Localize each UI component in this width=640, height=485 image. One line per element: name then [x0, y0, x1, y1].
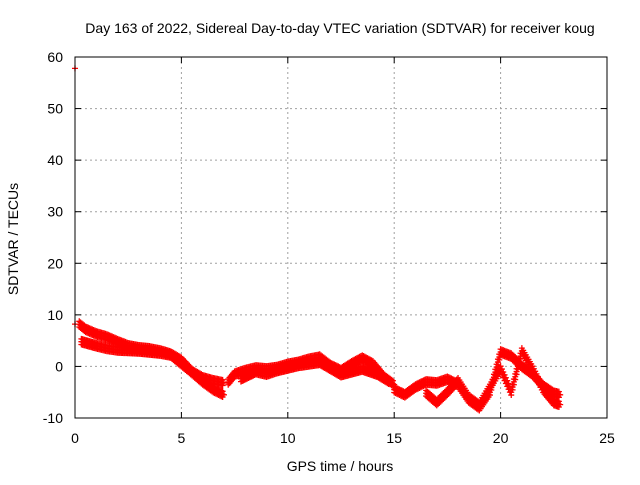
y-tick-label: 30: [47, 204, 63, 220]
data-point: [514, 366, 521, 373]
data-point: [516, 361, 523, 368]
y-tick-label: -10: [43, 410, 63, 426]
data-point: [219, 388, 226, 395]
x-tick-label: 0: [71, 430, 79, 446]
y-tick-label: 20: [47, 255, 63, 271]
data-point: [504, 377, 511, 384]
data-point: [513, 371, 520, 378]
data-point: [497, 363, 504, 370]
y-tick-label: 10: [47, 307, 63, 323]
plot-frame: [74, 56, 608, 419]
data-point: [509, 386, 516, 393]
data-point: [555, 388, 562, 395]
y-tick-label: 0: [55, 358, 63, 374]
data-point: [555, 398, 562, 405]
data-point: [494, 361, 501, 368]
x-tick-label: 15: [386, 430, 402, 446]
data-point: [508, 392, 515, 399]
data-point: [557, 391, 564, 398]
x-axis-label: GPS time / hours: [287, 458, 394, 474]
data-point: [512, 376, 519, 383]
data-point: [220, 391, 227, 398]
y-tick-label: 60: [47, 49, 63, 65]
data-point: [500, 368, 507, 375]
data-point: [502, 374, 509, 381]
y-tick-label: 40: [47, 152, 63, 168]
data-point: [443, 393, 450, 400]
data-point: [557, 401, 564, 408]
data-point: [498, 366, 505, 373]
axis-ticks: 0 5 10 15 20 25 -10 0 10 20 30 40 50 60: [43, 49, 615, 446]
y-tick-label: 50: [47, 101, 63, 117]
data-point: [510, 381, 517, 388]
x-tick-label: 5: [178, 430, 186, 446]
data-point: [220, 379, 227, 386]
data-point: [385, 375, 392, 382]
x-tick-label: 10: [280, 430, 296, 446]
data-point: [384, 374, 391, 381]
data-point: [501, 371, 508, 378]
x-tick-label: 25: [599, 430, 615, 446]
data-point: [496, 356, 503, 363]
data-points: [72, 65, 564, 414]
x-tick-label: 20: [493, 430, 509, 446]
chart-title: Day 163 of 2022, Sidereal Day-to-day VTE…: [85, 20, 594, 36]
data-point: [386, 378, 393, 385]
data-point: [219, 376, 226, 383]
y-axis-label: SDTVAR / TECUs: [5, 183, 21, 295]
